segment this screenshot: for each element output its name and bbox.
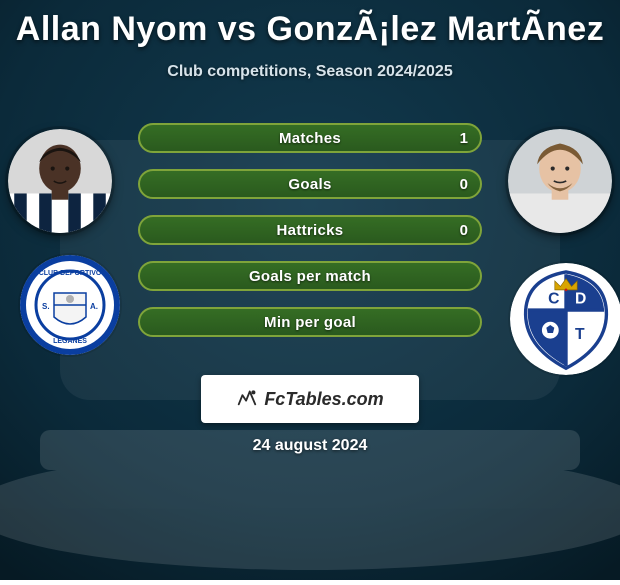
svg-text:LEGANES: LEGANES xyxy=(53,338,87,345)
stat-label: Min per goal xyxy=(264,314,356,331)
stat-label: Matches xyxy=(279,130,341,147)
stat-row: Hattricks 0 xyxy=(138,215,482,245)
player-left-avatar xyxy=(8,129,112,233)
stat-value-right: 0 xyxy=(460,176,468,193)
stat-row: Matches 1 xyxy=(138,123,482,153)
stat-row: Goals 0 xyxy=(138,169,482,199)
stat-label: Hattricks xyxy=(277,222,344,239)
svg-text:CLUB DEPORTIVO: CLUB DEPORTIVO xyxy=(39,270,102,277)
svg-text:S.: S. xyxy=(42,302,50,311)
svg-text:A.: A. xyxy=(90,302,98,311)
svg-text:C: C xyxy=(548,290,559,307)
date-text: 24 august 2024 xyxy=(253,437,368,455)
stat-value-right: 0 xyxy=(460,222,468,239)
page-title: Allan Nyom vs GonzÃ¡lez MartÃ­nez xyxy=(16,10,604,49)
watermark-icon xyxy=(236,386,258,413)
comparison-arena: CLUB DEPORTIVO LEGANES S. A. xyxy=(0,115,620,580)
svg-text:D: D xyxy=(575,290,586,307)
club-right-logo: C D T xyxy=(510,263,620,375)
stat-row: Goals per match xyxy=(138,261,482,291)
svg-text:T: T xyxy=(575,326,585,343)
watermark-text: FcTables.com xyxy=(264,389,383,410)
player-right-avatar xyxy=(508,129,612,233)
stat-row: Min per goal xyxy=(138,307,482,337)
stat-value-right: 1 xyxy=(460,130,468,147)
stat-label: Goals xyxy=(288,176,331,193)
stats-list: Matches 1 Goals 0 Hattricks 0 Goals per match M… xyxy=(138,123,482,337)
watermark-badge: FcTables.com xyxy=(201,375,419,423)
club-left-logo: CLUB DEPORTIVO LEGANES S. A. xyxy=(20,255,120,355)
stat-label: Goals per match xyxy=(249,268,371,285)
subtitle: Club competitions, Season 2024/2025 xyxy=(167,63,452,81)
